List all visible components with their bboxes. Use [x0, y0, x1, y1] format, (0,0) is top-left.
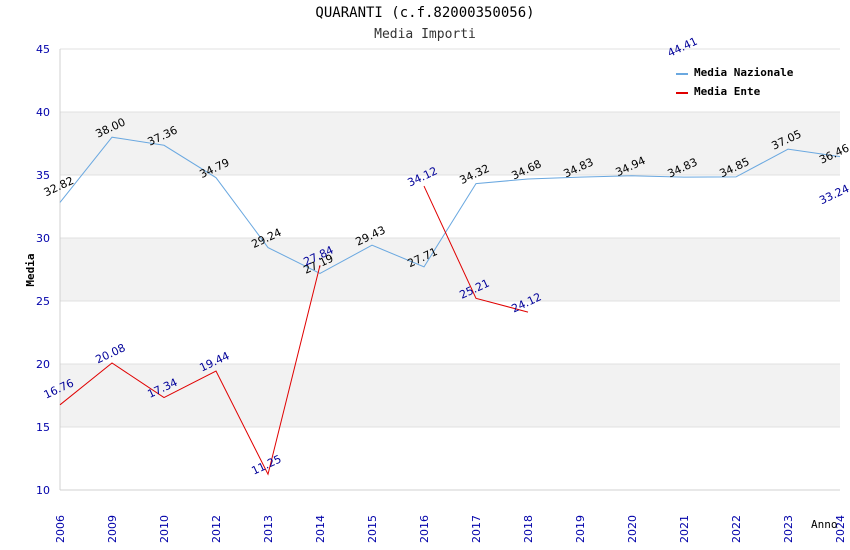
y-tick-label: 30 — [36, 232, 50, 245]
grid-band — [60, 238, 840, 301]
x-tick-label: 2006 — [54, 515, 67, 543]
x-tick-label: 2020 — [626, 515, 639, 543]
x-tick-label: 2021 — [678, 515, 691, 543]
chart-subtitle: Media Importi — [374, 27, 476, 42]
grid-band — [60, 364, 840, 427]
x-tick-label: 2016 — [418, 515, 431, 543]
series-line-media-ente — [59, 265, 321, 476]
data-label: 20.08 — [93, 341, 127, 366]
y-tick-label: 35 — [36, 169, 50, 182]
legend-entry: Media Ente — [694, 85, 761, 98]
x-tick-label: 2018 — [522, 515, 535, 543]
x-tick-label: 2009 — [106, 515, 119, 543]
y-tick-label: 20 — [36, 358, 50, 371]
grid-band — [60, 112, 840, 175]
y-tick-label: 25 — [36, 295, 50, 308]
series-line-media-nazionale — [59, 136, 841, 274]
y-axis-title: Media — [24, 253, 37, 286]
series-line-media-ente — [423, 185, 529, 313]
legend-entry: Media Nazionale — [694, 66, 794, 79]
x-tick-label: 2023 — [782, 515, 795, 543]
x-tick-label: 2022 — [730, 515, 743, 543]
y-tick-label: 15 — [36, 421, 50, 434]
x-tick-label: 2014 — [314, 515, 327, 543]
x-tick-label: 2010 — [158, 515, 171, 543]
chart-title: QUARANTI (c.f.82000350056) — [315, 5, 535, 21]
x-tick-label: 2024 — [834, 515, 847, 543]
x-tick-label: 2019 — [574, 515, 587, 543]
data-label: 44.41 — [665, 35, 699, 60]
x-tick-label: 2017 — [470, 515, 483, 543]
x-axis-title: Anno — [811, 518, 838, 531]
y-tick-label: 40 — [36, 106, 50, 119]
x-tick-label: 2012 — [210, 515, 223, 543]
y-tick-label: 45 — [36, 43, 50, 56]
data-label: 33.24 — [817, 182, 850, 207]
data-label: 11.25 — [249, 453, 283, 478]
x-tick-label: 2015 — [366, 515, 379, 543]
x-tick-label: 2013 — [262, 515, 275, 543]
y-tick-label: 10 — [36, 484, 50, 497]
